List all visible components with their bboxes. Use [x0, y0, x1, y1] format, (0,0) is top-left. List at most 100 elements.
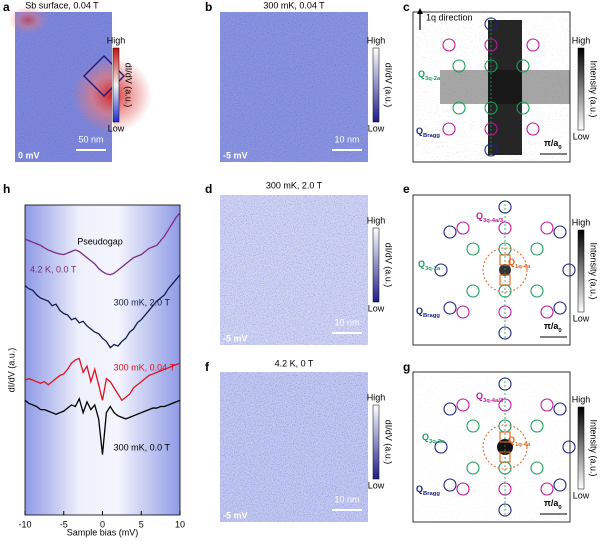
label-sub: 3q-2a: [425, 266, 441, 272]
fft-ring: [443, 478, 457, 492]
fft-dashed: [482, 247, 528, 293]
fft-ring: [540, 482, 554, 496]
label-main: π/a: [544, 138, 559, 148]
map-group: [220, 12, 368, 522]
fft-ring: [456, 221, 470, 235]
bias-label: -5 mV: [223, 333, 248, 343]
cbar-high: High: [367, 215, 386, 225]
fft-ring: [456, 482, 470, 496]
label-main: Q: [416, 484, 423, 494]
label-main: Q: [418, 69, 425, 79]
label-sub: Bragg: [423, 491, 440, 497]
fft-ring: [553, 402, 567, 416]
fft-ring: [434, 263, 448, 277]
map-noise: [220, 195, 368, 345]
label-sub: Bragg: [423, 133, 440, 139]
x-tick-label: 0: [100, 519, 105, 529]
subscript-label: QBragg: [416, 126, 440, 138]
fft-ring: [553, 301, 567, 315]
cbar-low: Low: [368, 480, 385, 490]
label-sub: 0: [558, 328, 562, 334]
fft-ring: [530, 461, 544, 475]
fft-ring: [526, 122, 540, 136]
subscript-label: π/a0: [544, 498, 562, 510]
label-main: Q: [418, 259, 425, 269]
y-axis-label: dI/dV (a.u.): [6, 348, 16, 393]
label-main: Q: [476, 391, 483, 401]
subscript-label: Q3q-2a: [422, 432, 445, 444]
subscript-label: π/a0: [544, 138, 562, 150]
fft-ring: [442, 122, 456, 136]
scale-label: 50 nm: [78, 134, 103, 144]
panel-title: 4.2 K, 0 T: [275, 358, 314, 368]
x-tick-label: -10: [18, 519, 31, 529]
panel-title: 300 mK, 2.0 T: [266, 180, 323, 190]
label-main: Q: [416, 126, 423, 136]
fft-ring: [452, 101, 466, 115]
label-main: Q: [422, 432, 429, 442]
fft-ring: [553, 478, 567, 492]
fft-ring: [443, 225, 457, 239]
panel-title: 300 mK, 0.04 T: [263, 0, 325, 10]
subscript-label: Q1q-4a: [508, 435, 531, 447]
subscript-label: Q3q-4a/3: [476, 211, 504, 223]
fft-ring: [443, 402, 457, 416]
fft-ring: [498, 326, 512, 340]
cbar-low: Low: [573, 490, 590, 500]
cbar-high: High: [107, 35, 126, 45]
panel-letter: g: [403, 360, 410, 374]
label-main: π/a: [544, 498, 559, 508]
label-sub: 1q-4a: [515, 442, 531, 448]
cbar-low: Low: [108, 123, 125, 133]
panel-letter: d: [205, 182, 212, 196]
cbar-label: Intensity (a.u.): [589, 60, 599, 117]
fft-ring: [466, 461, 480, 475]
series-label: 300 mK, 2.0 T: [114, 297, 171, 307]
bias-label: 0 mV: [18, 150, 40, 160]
fft-ring: [516, 59, 530, 73]
panel-letter: h: [3, 182, 10, 196]
fft-noise: [413, 372, 570, 522]
label-main: π/a: [544, 321, 559, 331]
fft-ring: [498, 503, 512, 517]
map-noise: [220, 372, 368, 522]
series-label: 4.2 K, 0.0 T: [30, 264, 77, 274]
fft-ring: [530, 419, 544, 433]
cbar-high: High: [367, 392, 386, 402]
map-noise: [220, 12, 368, 162]
spacer: [112, 12, 113, 162]
cbar-low: Low: [573, 313, 590, 323]
fft-ring: [442, 38, 456, 52]
label-main: Q: [508, 435, 515, 445]
fft-ring: [466, 242, 480, 256]
cbar-label: dI/dV (a.u.): [384, 420, 394, 465]
colorbar: [372, 227, 380, 303]
x-tick-label: 10: [175, 519, 185, 529]
label-main: Q: [508, 257, 515, 267]
fft-frame: [412, 194, 571, 346]
panel-letter: c: [403, 0, 410, 14]
colorbars: [112, 47, 585, 490]
cbar-high: High: [367, 35, 386, 45]
cbar-low: Low: [368, 123, 385, 133]
series-line: [24, 396, 181, 455]
fft-ring: [553, 225, 567, 239]
scale-label: 10 nm: [334, 317, 359, 327]
subscript-label: QBragg: [416, 484, 440, 496]
colorbar: [112, 47, 120, 123]
subscript-label: QBragg: [416, 306, 440, 318]
fft-dashed: [482, 424, 528, 470]
fft-noise: [413, 12, 570, 162]
fft-ring: [526, 38, 540, 52]
fft-ring: [452, 59, 466, 73]
label-sub: 3q-4a/3: [483, 218, 504, 224]
subscript-label: π/a0: [544, 321, 562, 333]
colorbar: [372, 404, 380, 480]
panel-title: Sb surface, 0.04 T: [25, 0, 99, 10]
label-sub: 3q-4a/3: [483, 398, 504, 404]
annotation: Pseudogap: [77, 236, 123, 246]
series-label: 300 mK, 0.04 T: [114, 362, 176, 372]
cbar-low: Low: [368, 303, 385, 313]
fft-ring: [540, 398, 554, 412]
